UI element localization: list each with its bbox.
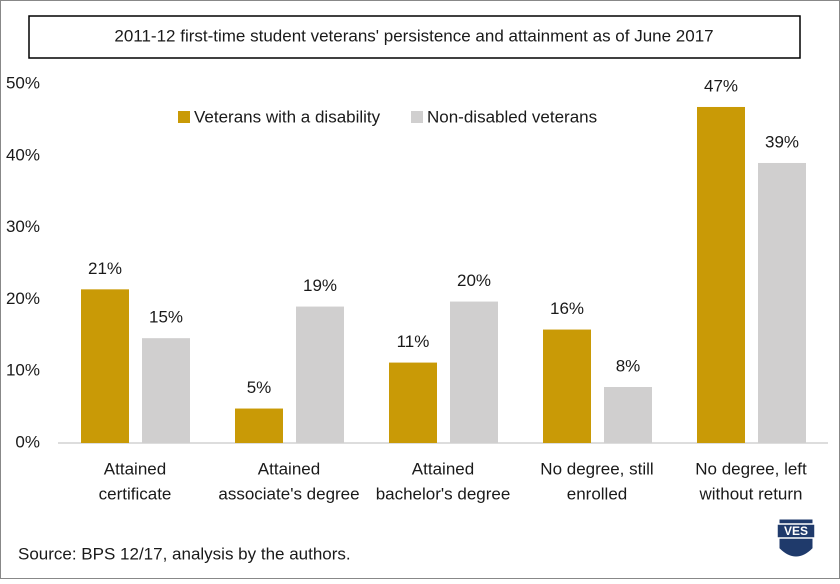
bar	[235, 408, 283, 443]
value-label: 19%	[303, 276, 337, 295]
bar	[543, 329, 591, 443]
y-tick-label: 30%	[6, 217, 40, 236]
bar	[389, 362, 437, 443]
bar	[697, 106, 745, 443]
x-tick-label: bachelor's degree	[376, 484, 511, 503]
value-label: 15%	[149, 308, 183, 327]
x-tick-label: Attained	[258, 459, 320, 478]
title-box	[28, 15, 801, 59]
x-tick-label: enrolled	[567, 484, 628, 503]
x-tick-label: certificate	[99, 484, 172, 503]
y-tick-label: 10%	[6, 361, 40, 380]
x-tick-label: Attained	[104, 459, 166, 478]
value-label: 16%	[550, 299, 584, 318]
bar	[296, 306, 344, 443]
value-label: 11%	[397, 332, 430, 351]
y-tick-label: 50%	[6, 73, 40, 92]
value-label: 5%	[247, 378, 272, 397]
source-note: Source: BPS 12/17, analysis by the autho…	[18, 544, 351, 563]
x-tick-label: Attained	[412, 459, 474, 478]
legend-swatch	[411, 111, 423, 123]
x-tick-label: associate's degree	[218, 484, 359, 503]
value-label: 8%	[616, 356, 641, 375]
bar	[758, 162, 806, 444]
value-label: 21%	[88, 259, 122, 278]
x-tick-label: No degree, left	[695, 459, 807, 478]
bar	[142, 338, 190, 443]
legend-swatch	[178, 111, 190, 123]
bar	[81, 289, 129, 443]
bar	[450, 301, 498, 443]
legend-label: Veterans with a disability	[194, 107, 381, 126]
logo-text: VES	[784, 524, 808, 538]
y-tick-label: 0%	[15, 432, 40, 451]
x-tick-label: No degree, still	[540, 459, 653, 478]
chart-title: 2011-12 first-time student veterans' per…	[114, 26, 713, 45]
y-tick-label: 40%	[6, 145, 40, 164]
value-label: 39%	[765, 132, 799, 151]
value-label: 47%	[704, 76, 738, 95]
value-label: 20%	[457, 271, 491, 290]
logo: VES	[776, 519, 816, 557]
legend-label: Non-disabled veterans	[427, 107, 597, 126]
x-tick-label: without return	[699, 484, 803, 503]
y-tick-label: 20%	[6, 289, 40, 308]
bar	[604, 386, 652, 443]
logo-banner	[776, 523, 816, 539]
